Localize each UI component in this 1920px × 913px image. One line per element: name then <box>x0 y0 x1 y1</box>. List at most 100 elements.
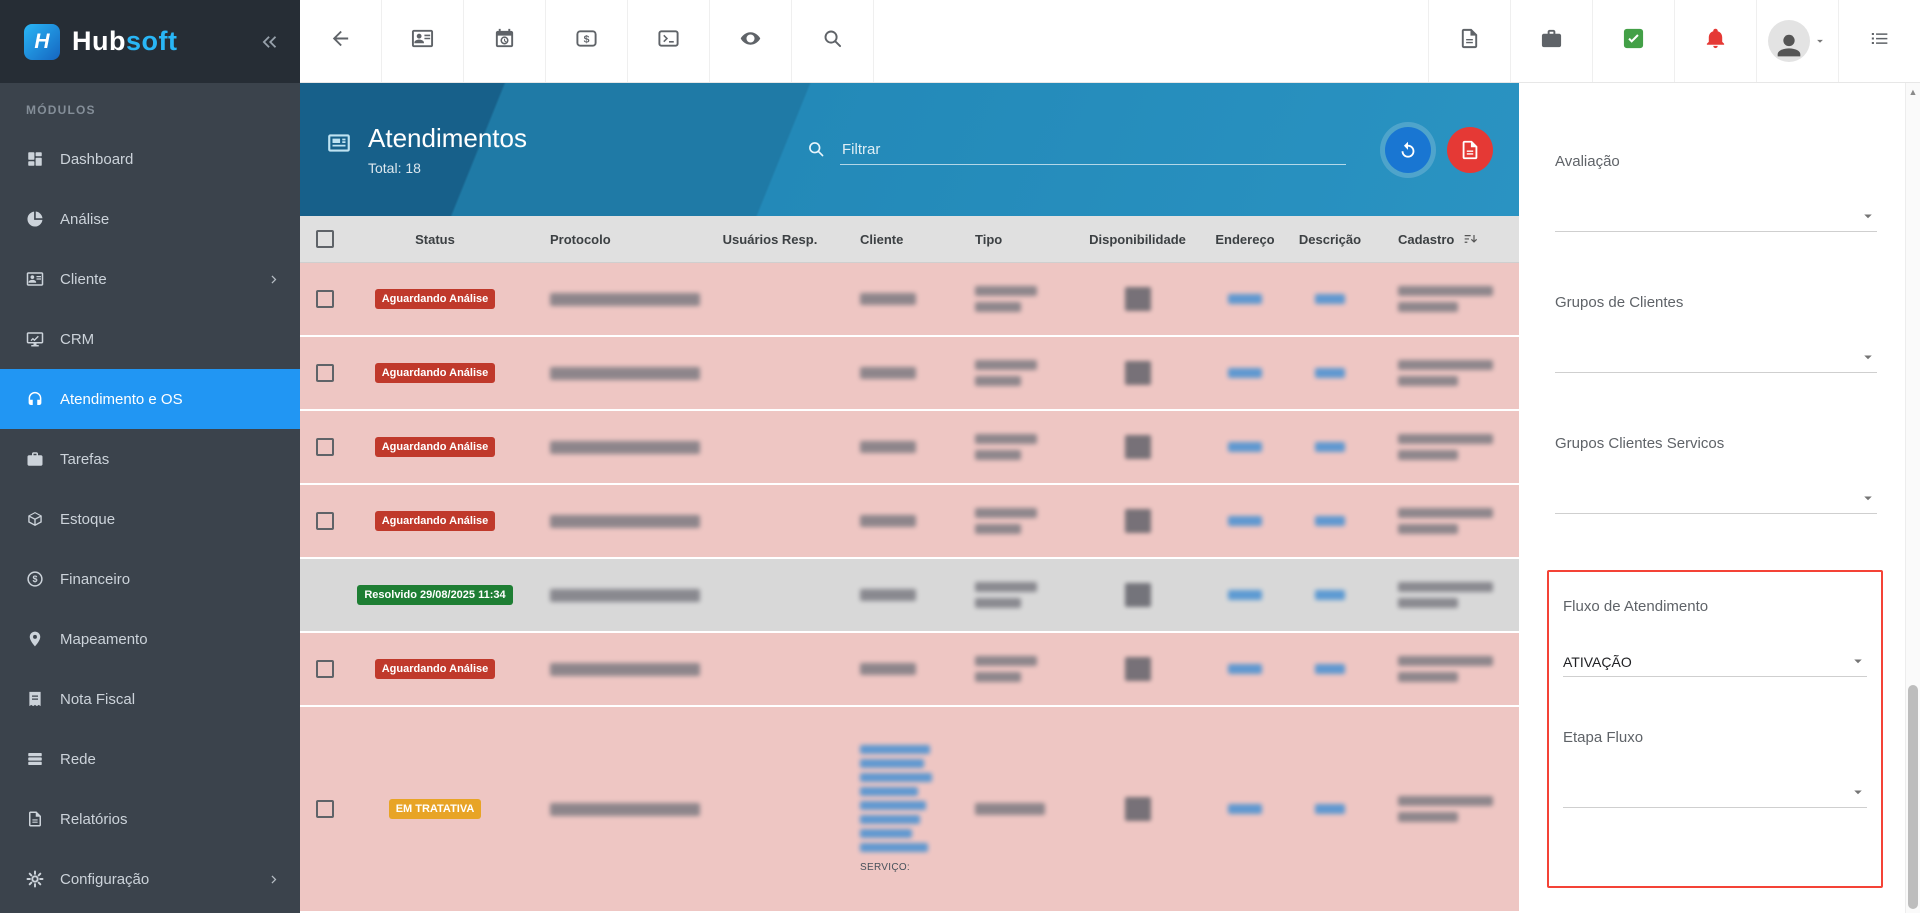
sidebar-item-dashboard[interactable]: Dashboard <box>0 129 300 189</box>
table-row[interactable]: EM TRATATIVA SERVIÇO: <box>300 707 1519 913</box>
toolbar-avatar-button[interactable] <box>1756 0 1838 82</box>
sidebar-item-nota-fiscal[interactable]: Nota Fiscal <box>0 669 300 729</box>
column-header-cadastro[interactable]: Cadastro <box>1370 216 1519 262</box>
caret-down-icon <box>1859 348 1877 366</box>
redacted-text <box>975 450 1021 460</box>
sidebar-item-configuracao[interactable]: Configuração <box>0 849 300 909</box>
row-checkbox[interactable] <box>316 800 334 818</box>
filter-value: ATIVAÇÃO <box>1563 654 1632 670</box>
sidebar-item-atendimento-e-os[interactable]: Atendimento e OS <box>0 369 300 429</box>
toolbar-search-button[interactable] <box>792 0 874 82</box>
toolbar-contact-card-button[interactable] <box>382 0 464 82</box>
sidebar-item-financeiro[interactable]: $ Financeiro <box>0 549 300 609</box>
page-title-block: Atendimentos Total: 18 <box>326 123 806 176</box>
column-header-protocolo[interactable]: Protocolo <box>550 231 611 247</box>
column-header-disponibilidade[interactable]: Disponibilidade <box>1089 231 1186 247</box>
hubsoft-logo[interactable]: H Hubsoft <box>24 23 177 60</box>
redacted-text <box>1398 450 1458 460</box>
toolbar-terminal-button[interactable] <box>628 0 710 82</box>
sidebar-item-tarefas[interactable]: Tarefas <box>0 429 300 489</box>
toolbar-menu-list-button[interactable] <box>1838 0 1920 82</box>
scrollbar-thumb[interactable] <box>1908 685 1918 909</box>
sidebar-collapse-icon[interactable] <box>258 31 280 53</box>
table-row[interactable]: Aguardando Análise <box>300 633 1519 707</box>
redacted-text <box>860 773 932 782</box>
column-header-descricao[interactable]: Descrição <box>1298 231 1362 247</box>
filter-select-grupos-clientes-servicos[interactable] <box>1555 478 1877 514</box>
toolbar-dollar-card-button[interactable]: $ <box>546 0 628 82</box>
redacted-text <box>1398 434 1493 444</box>
redacted-text <box>860 441 916 453</box>
redacted-icon <box>1124 361 1151 385</box>
sidebar-item-crm[interactable]: CRM <box>0 309 300 369</box>
svg-text:$: $ <box>32 574 37 584</box>
row-checkbox[interactable] <box>316 290 334 308</box>
toolbar-calendar-clock-button[interactable] <box>464 0 546 82</box>
doc-icon <box>26 810 44 828</box>
sort-icon[interactable] <box>1462 231 1478 247</box>
column-header-endereco[interactable]: Endereço <box>1215 231 1275 247</box>
row-checkbox[interactable] <box>316 438 334 456</box>
refresh-button[interactable] <box>1385 126 1431 173</box>
table-row[interactable]: Aguardando Análise <box>300 263 1519 337</box>
redacted-icon <box>1124 509 1151 533</box>
menu-list-icon <box>1868 27 1891 55</box>
filter-select-grupos-de-clientes[interactable] <box>1555 337 1877 373</box>
sidebar-item-estoque[interactable]: Estoque <box>0 489 300 549</box>
search-icon <box>821 27 844 55</box>
sidebar-item-relatorios[interactable]: Relatórios <box>0 789 300 849</box>
column-header-tipo[interactable]: Tipo <box>975 231 1003 247</box>
row-checkbox[interactable] <box>316 660 334 678</box>
filter-panel: Avaliação Grupos de Clientes Grupos Client… <box>1537 83 1893 913</box>
redacted-text <box>860 589 916 601</box>
redacted-text <box>860 293 916 305</box>
column-header-cliente[interactable]: Cliente <box>860 231 904 247</box>
calendar-clock-icon <box>493 27 516 55</box>
row-checkbox[interactable] <box>316 512 334 530</box>
row-checkbox[interactable] <box>316 364 334 382</box>
column-header-usuarios-resp[interactable]: Usuários Resp. <box>722 231 818 247</box>
filter-select-avaliacao[interactable] <box>1555 196 1877 232</box>
table-row[interactable]: Aguardando Análise <box>300 411 1519 485</box>
redacted-text <box>860 367 916 379</box>
chevron-down-icon <box>1813 34 1827 48</box>
redacted-icon <box>1124 287 1151 311</box>
sidebar-item-label: Nota Fiscal <box>60 690 136 708</box>
toolbar-bell-button[interactable] <box>1674 0 1756 82</box>
column-header-status[interactable]: Status <box>415 231 455 247</box>
toolbar-arrow-left-button[interactable] <box>300 0 382 82</box>
sidebar-item-label: Configuração <box>60 870 150 888</box>
redacted-text <box>550 440 700 454</box>
receipt-icon <box>26 690 44 708</box>
select-all-checkbox[interactable] <box>316 230 334 248</box>
table-row[interactable]: Aguardando Análise <box>300 485 1519 559</box>
toolbar-eye-button[interactable] <box>710 0 792 82</box>
caret-down-icon <box>1849 652 1867 670</box>
page-scrollbar[interactable]: ▲ <box>1905 83 1920 913</box>
filter-select-fluxo-de-atendimento[interactable]: ATIVAÇÃO <box>1563 641 1867 677</box>
redacted-text <box>1315 590 1345 600</box>
export-pdf-button[interactable] <box>1447 126 1493 173</box>
bell-icon <box>1704 27 1727 55</box>
toolbar-check-square-button[interactable] <box>1592 0 1674 82</box>
redacted-text <box>860 787 918 796</box>
toolbar-briefcase-button[interactable] <box>1510 0 1592 82</box>
redacted-text <box>860 829 912 838</box>
filter-input[interactable] <box>840 134 1346 165</box>
filter-select-etapa-fluxo[interactable] <box>1563 772 1867 808</box>
toolbar-pdf-file-button[interactable] <box>1428 0 1510 82</box>
contact-card-icon <box>411 27 434 55</box>
redacted-text <box>860 663 916 675</box>
sidebar-item-cliente[interactable]: Cliente <box>0 249 300 309</box>
redacted-text <box>975 508 1037 518</box>
sidebar-item-analise[interactable]: Análise <box>0 189 300 249</box>
scroll-up-arrow[interactable]: ▲ <box>1908 87 1918 97</box>
table-row[interactable]: Aguardando Análise <box>300 337 1519 411</box>
logo-bar: H Hubsoft <box>0 0 300 83</box>
redacted-text <box>550 802 700 816</box>
sidebar-item-mapeamento[interactable]: Mapeamento <box>0 609 300 669</box>
redacted-text <box>975 524 1021 534</box>
sidebar-item-rede[interactable]: Rede <box>0 729 300 789</box>
redacted-text <box>550 514 700 528</box>
table-row[interactable]: Resolvido 29/08/2025 11:34 <box>300 559 1519 633</box>
